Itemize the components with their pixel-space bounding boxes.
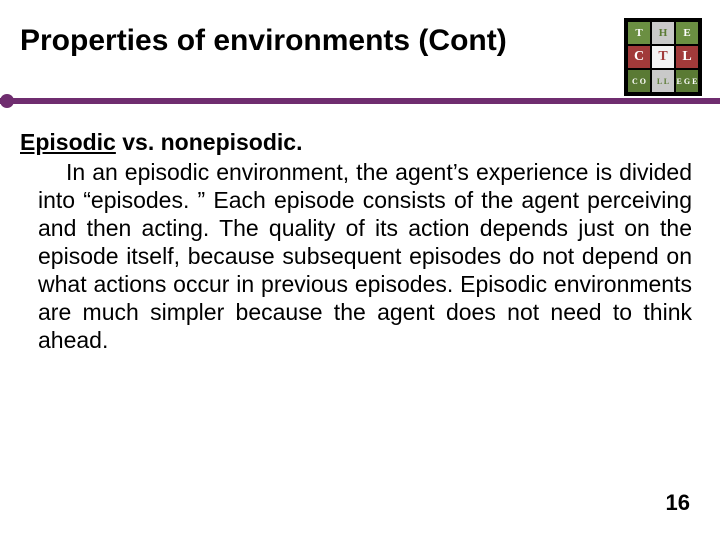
logo-cell: E G E (676, 70, 698, 92)
paragraph: In an episodic environment, the agent’s … (20, 158, 692, 354)
subheading-vs: vs. (116, 129, 161, 155)
logo-cell: L L (652, 70, 674, 92)
logo-grid: T H E C T L C O L L E G E (624, 18, 702, 96)
logo-cell: E (676, 22, 698, 44)
logo-cell: T (628, 22, 650, 44)
subheading-nonepisodic: nonepisodic. (161, 129, 303, 155)
page-number: 16 (666, 490, 690, 516)
logo-cell: C O (628, 70, 650, 92)
logo-cell: H (652, 22, 674, 44)
logo-cell: L (676, 46, 698, 68)
logo-cell: C (628, 46, 650, 68)
subheading: Episodic vs. nonepisodic. (20, 128, 692, 156)
title-underline (0, 98, 720, 104)
slide-title: Properties of environments (Cont) (20, 24, 507, 58)
subheading-episodic: Episodic (20, 129, 116, 155)
logo-cell: T (652, 46, 674, 68)
body-text: Episodic vs. nonepisodic. In an episodic… (20, 128, 692, 354)
college-logo: T H E C T L C O L L E G E (624, 18, 702, 96)
slide: Properties of environments (Cont) T H E … (0, 0, 720, 540)
